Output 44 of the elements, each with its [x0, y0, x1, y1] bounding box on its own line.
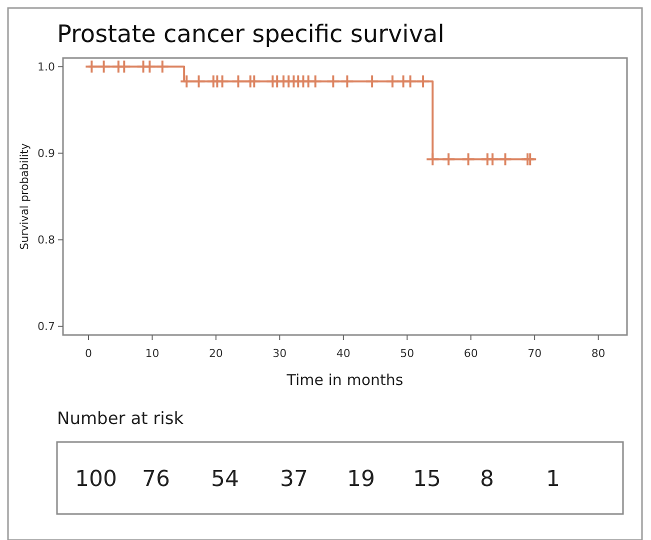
y-tick-label: 0.7 — [38, 320, 55, 334]
y-tick-label: 0.9 — [38, 147, 55, 160]
point — [403, 74, 418, 88]
text: 1 — [546, 467, 560, 492]
point — [180, 74, 194, 88]
x-tick-label: 0 — [84, 347, 92, 360]
point — [385, 74, 400, 88]
point — [365, 74, 380, 88]
x-tick-label: 50 — [400, 347, 414, 360]
text: 76 — [142, 467, 170, 492]
point — [142, 60, 157, 74]
text: Number at risk — [57, 409, 184, 429]
x-tick-label: 20 — [208, 347, 223, 360]
point — [426, 152, 440, 166]
text: 15 — [413, 467, 441, 492]
text: 37 — [280, 467, 308, 492]
point — [326, 74, 340, 88]
x-tick-label: 70 — [528, 347, 542, 360]
point — [155, 60, 170, 74]
point — [247, 74, 262, 88]
point — [442, 152, 456, 166]
y-tick-label: 1.0 — [38, 60, 55, 74]
point — [231, 74, 246, 88]
text: 54 — [211, 467, 239, 492]
y-tick-label: 0.8 — [38, 234, 55, 247]
point — [192, 74, 206, 88]
x-tick-label: 40 — [336, 347, 350, 360]
point — [340, 74, 354, 88]
x-tick-label: 10 — [145, 347, 160, 360]
x-axis-title: Time in months — [286, 371, 404, 389]
point — [308, 74, 322, 88]
y-axis-title: Survival probability — [18, 142, 31, 250]
point — [96, 60, 111, 74]
text: 8 — [480, 467, 494, 492]
point — [416, 74, 430, 88]
chart-title: Prostate cancer specific survival — [57, 20, 444, 48]
x-tick-label: 30 — [272, 347, 287, 360]
x-tick-label: 60 — [464, 347, 478, 360]
text: 100 — [75, 467, 117, 492]
x-tick-label: 80 — [591, 347, 606, 360]
text: 19 — [347, 467, 375, 492]
point — [461, 152, 476, 166]
point — [498, 152, 512, 166]
point — [523, 152, 538, 166]
